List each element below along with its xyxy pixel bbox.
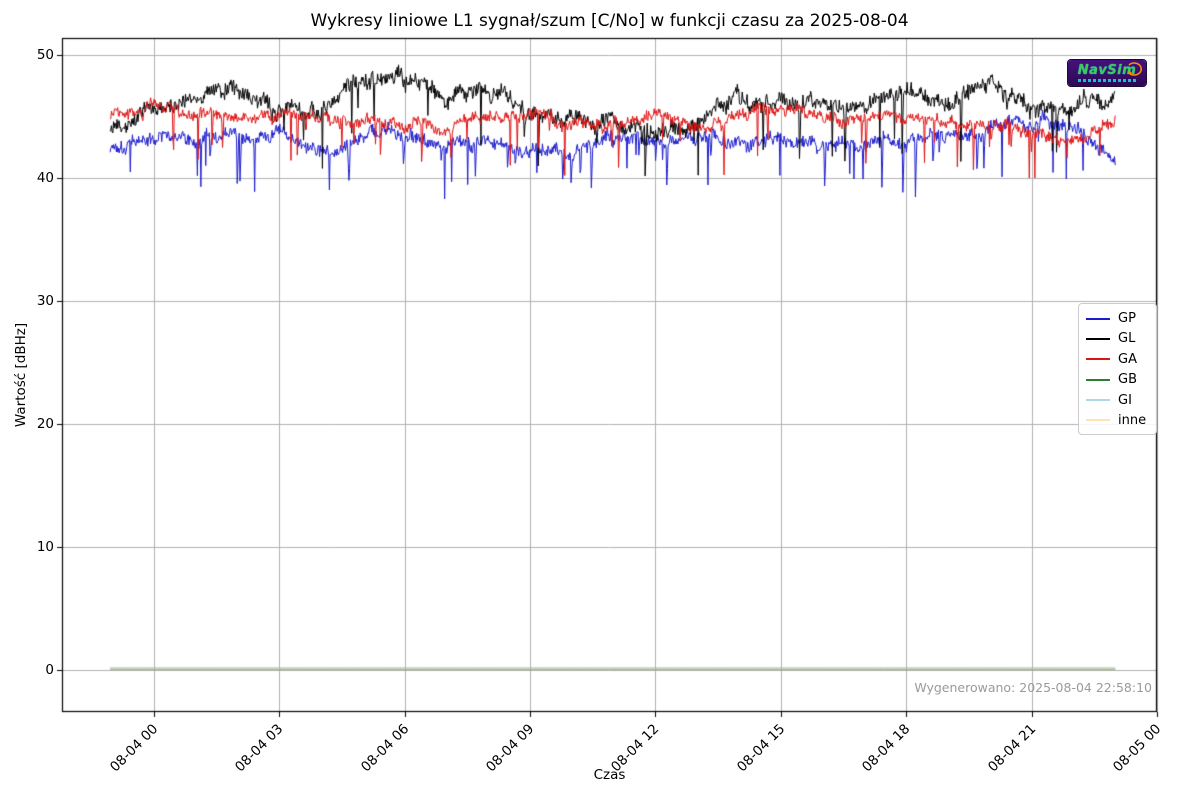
y-tick-label: 0 [45,662,54,679]
watermark-logo: NavSim [1068,60,1146,86]
y-tick-label: 10 [36,539,54,556]
generated-timestamp: Wygenerowano: 2025-08-04 22:58:10 [914,680,1152,695]
legend-label: GI [1118,392,1132,408]
legend-line-swatch-icon [1086,358,1110,361]
x-axis-label: Czas [593,767,626,783]
logo-text: NavSim [1077,63,1137,78]
legend-item: GI [1086,391,1149,410]
legend: GP GL GA GB GI inne [1078,303,1157,435]
legend-item: GA [1086,350,1149,369]
legend-label: inne [1118,412,1147,428]
legend-label: GB [1118,372,1137,388]
legend-item: GB [1086,370,1149,389]
plot-title: Wykresy liniowe L1 sygnał/szum [C/No] w … [310,11,909,31]
y-tick-label: 30 [36,293,54,309]
legend-line-swatch-icon [1086,419,1110,422]
y-axis-label: Wartość [dBHz] [13,322,29,428]
legend-label: GA [1118,351,1137,367]
logo-swoosh-icon [1128,62,1143,76]
legend-item: GP [1086,309,1149,328]
y-tick-label: 40 [36,169,54,186]
legend-label: GL [1118,331,1136,347]
legend-line-swatch-icon [1086,317,1110,320]
legend-line-swatch-icon [1086,378,1110,381]
logo-subtext-decoration [1078,79,1136,82]
legend-label: GP [1118,311,1136,326]
legend-item: inne [1086,411,1149,430]
legend-item: GL [1086,329,1149,348]
legend-line-swatch-icon [1086,399,1110,402]
y-tick-label: 20 [36,416,54,433]
y-tick-label: 50 [36,46,54,63]
legend-line-swatch-icon [1086,337,1110,340]
